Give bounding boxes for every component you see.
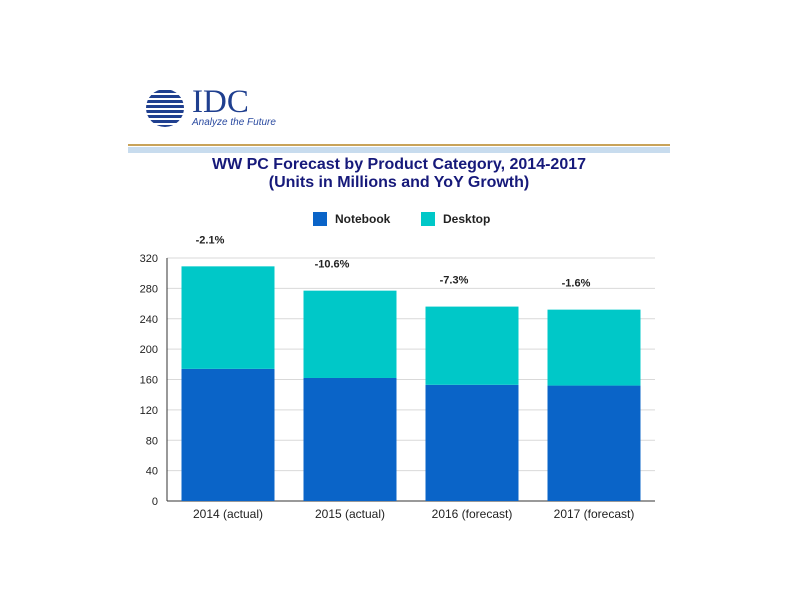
y-tick-label: 80 bbox=[146, 435, 158, 447]
legend-swatch bbox=[313, 212, 327, 226]
x-tick-label: 2016 (forecast) bbox=[432, 507, 513, 521]
logo-tagline: Analyze the Future bbox=[192, 117, 276, 128]
header-rule bbox=[128, 144, 670, 146]
y-tick-label: 280 bbox=[140, 283, 158, 295]
chart-title: WW PC Forecast by Product Category, 2014… bbox=[211, 156, 587, 173]
legend-label: Notebook bbox=[335, 212, 391, 226]
x-tick-label: 2015 (actual) bbox=[315, 507, 385, 521]
chart-subtitle: (Units in Millions and YoY Growth) bbox=[268, 174, 530, 191]
logo-wordmark: IDC bbox=[192, 84, 249, 120]
bar-desktop bbox=[303, 290, 397, 378]
growth-annotation: -1.6% bbox=[562, 278, 591, 290]
y-tick-label: 240 bbox=[140, 314, 158, 326]
y-tick-label: 320 bbox=[140, 253, 158, 265]
bar-notebook bbox=[303, 377, 397, 501]
legend-swatch bbox=[421, 212, 435, 226]
idc-logo: IDC Analyze the Future bbox=[140, 84, 280, 132]
x-tick-label: 2014 (actual) bbox=[193, 507, 263, 521]
bar-desktop bbox=[181, 266, 275, 369]
y-tick-label: 160 bbox=[140, 375, 158, 387]
y-tick-label: 200 bbox=[140, 344, 158, 356]
bar-notebook bbox=[181, 368, 275, 501]
header-band bbox=[128, 147, 670, 153]
y-tick-label: 40 bbox=[146, 466, 158, 478]
x-tick-label: 2017 (forecast) bbox=[554, 507, 635, 521]
bar-notebook bbox=[547, 385, 641, 501]
legend-label: Desktop bbox=[443, 212, 490, 226]
y-tick-label: 0 bbox=[152, 496, 158, 508]
growth-annotation: -7.3% bbox=[440, 275, 469, 287]
bar-notebook bbox=[425, 384, 519, 501]
globe-icon bbox=[146, 90, 184, 127]
growth-annotation: -2.1% bbox=[196, 234, 225, 246]
bar-desktop bbox=[425, 306, 519, 385]
bar-desktop bbox=[547, 309, 641, 386]
growth-annotation: -10.6% bbox=[315, 259, 350, 271]
y-tick-label: 120 bbox=[140, 405, 158, 417]
